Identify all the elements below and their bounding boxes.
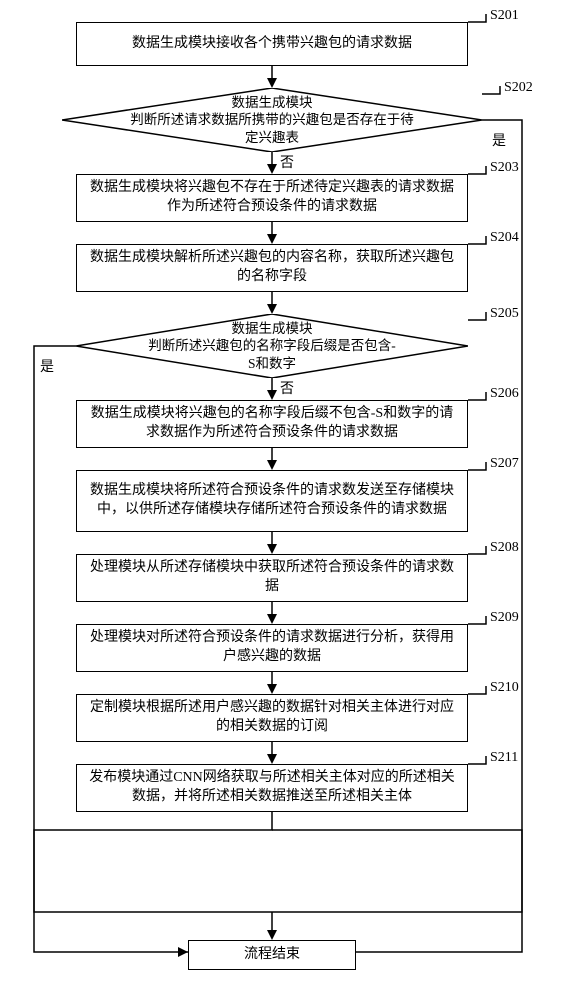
node-s203: 数据生成模块将兴趣包不存在于所述待定兴趣表的请求数据作为所述符合预设条件的请求数… <box>76 174 468 222</box>
arrow-s208-s209 <box>266 602 278 624</box>
arrow-s210-s211 <box>266 742 278 764</box>
node-end: 流程结束 <box>188 940 356 970</box>
node-s210-text: 定制模块根据所述用户感兴趣的数据针对相关主体进行对应的相关数据的订阅 <box>87 699 457 737</box>
arrow-s203-s204 <box>266 222 278 244</box>
node-s205-l1: 数据生成模块 <box>148 320 396 338</box>
label-s211: S211 <box>490 750 518 766</box>
corner-s207 <box>468 462 492 472</box>
corner-s210 <box>468 686 492 696</box>
label-s210: S210 <box>490 680 519 696</box>
label-s204: S204 <box>490 230 519 246</box>
corner-s204 <box>468 236 492 246</box>
corner-s201 <box>468 14 492 24</box>
node-s208: 处理模块从所述存储模块中获取所述符合预设条件的请求数据 <box>76 554 468 602</box>
label-s202: S202 <box>504 80 533 96</box>
label-s208: S208 <box>490 540 519 556</box>
corner-s205 <box>468 312 492 322</box>
arrow-s206-s207 <box>266 448 278 470</box>
node-s204: 数据生成模块解析所述兴趣包的内容名称，获取所述兴趣包的名称字段 <box>76 244 468 292</box>
corner-s208 <box>468 546 492 556</box>
node-s211: 发布模块通过CNN网络获取与所述相关主体对应的所述相关数据，并将所述相关数据推送… <box>76 764 468 812</box>
corner-s211 <box>468 756 492 766</box>
node-s202-l3: 定兴趣表 <box>130 129 414 147</box>
arrow-s205-s206 <box>266 378 278 400</box>
arrow-s201-s202 <box>266 66 278 88</box>
node-s207: 数据生成模块将所述符合预设条件的请求数发送至存储模块中，以供所述存储模块存储所述… <box>76 470 468 532</box>
node-s208-text: 处理模块从所述存储模块中获取所述符合预设条件的请求数据 <box>87 559 457 597</box>
label-s209: S209 <box>490 610 519 626</box>
node-s201-text: 数据生成模块接收各个携带兴趣包的请求数据 <box>132 35 412 54</box>
corner-s203 <box>468 166 492 176</box>
node-s201: 数据生成模块接收各个携带兴趣包的请求数据 <box>76 22 468 66</box>
arrow-s207-s208 <box>266 532 278 554</box>
label-s205: S205 <box>490 306 519 322</box>
node-end-text: 流程结束 <box>244 946 300 965</box>
corner-s209 <box>468 616 492 626</box>
node-s209-text: 处理模块对所述符合预设条件的请求数据进行分析，获得用户感兴趣的数据 <box>87 629 457 667</box>
edge-s205-no: 否 <box>280 378 294 398</box>
label-s206: S206 <box>490 386 519 402</box>
arrow-s209-s210 <box>266 672 278 694</box>
label-s203: S203 <box>490 160 519 176</box>
flowchart-canvas: 数据生成模块接收各个携带兴趣包的请求数据 S201 数据生成模块 判断所述请求数… <box>0 0 562 1000</box>
node-s206-text: 数据生成模块将兴趣包的名称字段后缀不包含-S和数字的请求数据作为所述符合预设条件… <box>87 405 457 443</box>
node-s202-l1: 数据生成模块 <box>130 94 414 112</box>
label-s201: S201 <box>490 8 519 24</box>
node-s205-l2: 判断所述兴趣包的名称字段后缀是否包含- <box>148 337 396 355</box>
edge-s202-no: 否 <box>280 152 294 172</box>
node-s211-text: 发布模块通过CNN网络获取与所述相关主体对应的所述相关数据，并将所述相关数据推送… <box>87 769 457 807</box>
corner-s206 <box>468 392 492 402</box>
node-s207-text: 数据生成模块将所述符合预设条件的请求数发送至存储模块中，以供所述存储模块存储所述… <box>87 482 457 520</box>
node-s209: 处理模块对所述符合预设条件的请求数据进行分析，获得用户感兴趣的数据 <box>76 624 468 672</box>
node-s202-l2: 判断所述请求数据所携带的兴趣包是否存在于待 <box>130 111 414 129</box>
node-s205-l3: S和数字 <box>148 355 396 373</box>
node-s206: 数据生成模块将兴趣包的名称字段后缀不包含-S和数字的请求数据作为所述符合预设条件… <box>76 400 468 448</box>
node-s204-text: 数据生成模块解析所述兴趣包的内容名称，获取所述兴趣包的名称字段 <box>87 249 457 287</box>
corner-s202 <box>482 86 506 96</box>
arrow-s211-end <box>34 812 522 940</box>
arrow-s202-s203 <box>266 152 278 174</box>
node-s203-text: 数据生成模块将兴趣包不存在于所述待定兴趣表的请求数据作为所述符合预设条件的请求数… <box>87 179 457 217</box>
node-s210: 定制模块根据所述用户感兴趣的数据针对相关主体进行对应的相关数据的订阅 <box>76 694 468 742</box>
arrow-s204-s205 <box>266 292 278 314</box>
label-s207: S207 <box>490 456 519 472</box>
